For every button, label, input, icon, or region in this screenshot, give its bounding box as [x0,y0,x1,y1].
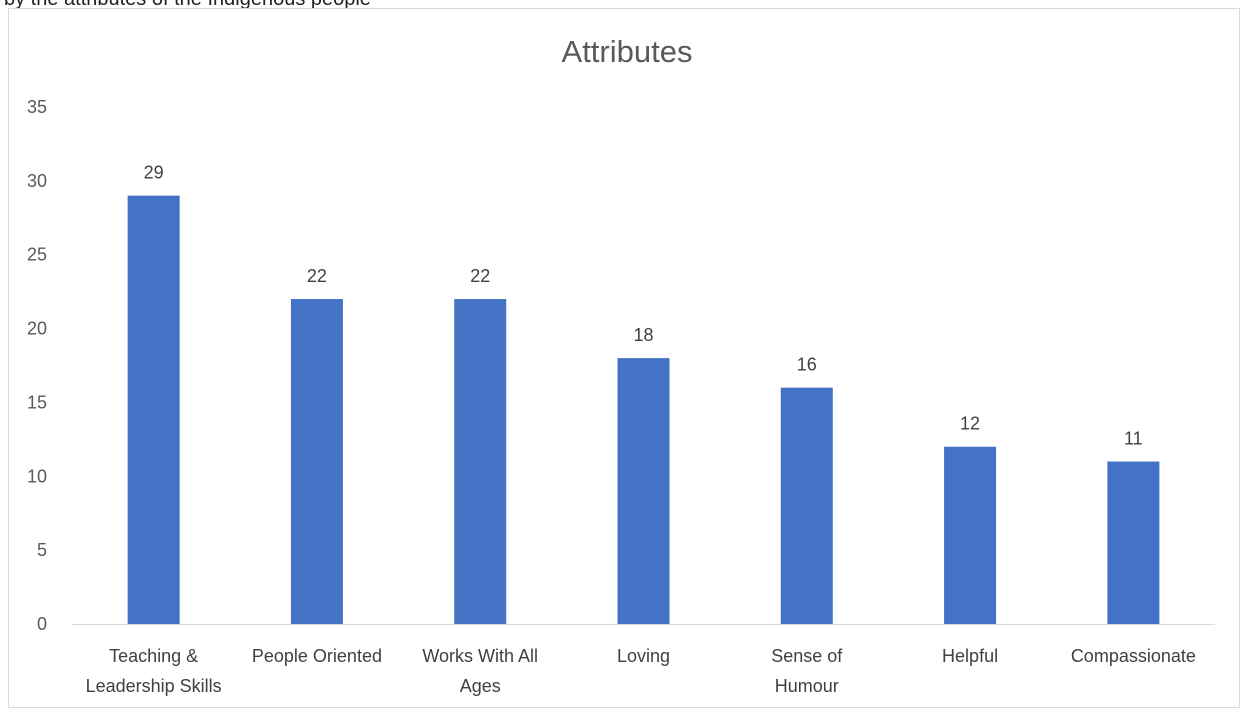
category-label: Humour [775,676,839,696]
bar [780,387,833,624]
bar [1107,461,1160,624]
y-tick-label: 35 [27,97,47,117]
data-label: 16 [797,355,817,375]
data-label: 22 [307,266,327,286]
category-labels-group: Teaching & Leadership Skills People Orient… [86,646,1196,696]
y-tick-label: 30 [27,171,47,191]
data-labels-group: 29 22 22 18 16 12 11 [144,163,1143,449]
y-tick-label: 10 [27,466,47,486]
caption-fragment-text: by the attributes of the Indigenous peop… [4,0,371,8]
bar [454,299,507,624]
category-label: Teaching & [109,646,198,666]
caption-fragment: by the attributes of the Indigenous peop… [0,0,1244,8]
category-label: Compassionate [1071,646,1196,666]
bar [127,195,180,624]
category-label: Sense of [771,646,843,666]
bar [290,299,343,624]
category-label: Ages [460,676,501,696]
bars-group [127,195,1160,624]
data-label: 12 [960,414,980,434]
y-axis-ticks: 0 5 10 15 20 25 30 35 [27,97,47,634]
chart-title: Attributes [562,34,693,69]
category-label: Loving [617,646,670,666]
y-tick-label: 0 [37,614,47,634]
y-tick-label: 25 [27,245,47,265]
y-tick-label: 20 [27,319,47,339]
data-label: 11 [1124,429,1143,449]
data-label: 22 [470,266,490,286]
data-label: 18 [633,325,653,345]
category-label: Leadership Skills [86,676,222,696]
category-label: Works With All [422,646,538,666]
bar [617,358,670,624]
category-label: Helpful [942,646,998,666]
y-tick-label: 5 [37,540,47,560]
category-label: People Oriented [252,646,382,666]
bar [944,446,997,624]
y-tick-label: 15 [27,392,47,412]
data-label: 29 [144,163,164,183]
